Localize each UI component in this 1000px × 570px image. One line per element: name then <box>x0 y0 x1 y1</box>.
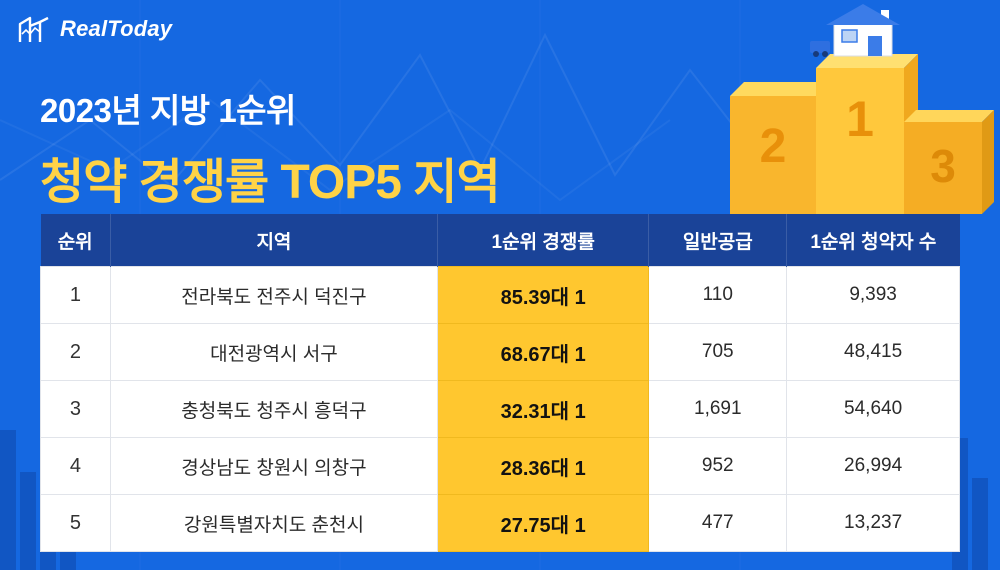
brand-logo-text: RealToday <box>60 16 173 41</box>
top5-table: 순위 지역 1순위 경쟁률 일반공급 1순위 청약자 수 1 전라북도 전주시 … <box>40 214 960 552</box>
applicants-cell: 13,237 <box>786 494 960 552</box>
header-applicants: 1순위 청약자 수 <box>786 214 960 267</box>
title-line-2: 청약 경쟁률 TOP5 지역 <box>40 156 501 209</box>
supply-cell: 952 <box>648 437 788 495</box>
table-row: 1 전라북도 전주시 덕진구 85.39대 1 110 9,393 <box>40 266 960 324</box>
podium-block-1: 1 <box>816 54 918 214</box>
region-cell: 전라북도 전주시 덕진구 <box>109 266 439 324</box>
supply-cell: 110 <box>648 266 788 324</box>
region-cell: 충청북도 청주시 흥덕구 <box>109 380 439 438</box>
podium-block-3: 3 <box>904 110 994 214</box>
applicants-cell: 48,415 <box>786 323 960 381</box>
table-row: 5 강원특별자치도 춘천시 27.75대 1 477 13,237 <box>40 494 960 552</box>
brand-logo: RealToday <box>18 14 172 44</box>
title-block: 2023년 지방 1순위 청약 경쟁률 TOP5 지역 <box>40 84 501 212</box>
table-row: 3 충청북도 청주시 흥덕구 32.31대 1 1,691 54,640 <box>40 380 960 438</box>
supply-cell: 1,691 <box>648 380 788 438</box>
podium-rank-2-label: 2 <box>760 120 787 173</box>
podium-rank-3-label: 3 <box>930 140 956 192</box>
applicants-cell: 9,393 <box>786 266 960 324</box>
realtoday-logo-icon <box>18 16 49 42</box>
table-row: 4 경상남도 창원시 의창구 28.36대 1 952 26,994 <box>40 437 960 495</box>
rank-cell: 4 <box>40 437 111 495</box>
rank-cell: 5 <box>40 494 111 552</box>
podium-illustration: 2 1 3 <box>730 4 994 214</box>
rate-cell: 32.31대 1 <box>436 380 650 438</box>
region-cell: 경상남도 창원시 의창구 <box>109 437 439 495</box>
podium-rank-1-label: 1 <box>846 91 874 147</box>
header-rate: 1순위 경쟁률 <box>437 214 650 267</box>
rank-cell: 3 <box>40 380 111 438</box>
rank-cell: 2 <box>40 323 111 381</box>
region-cell: 강원특별자치도 춘천시 <box>109 494 439 552</box>
header-region: 지역 <box>110 214 439 267</box>
header-rank: 순위 <box>40 214 111 267</box>
header-supply: 일반공급 <box>648 214 788 267</box>
applicants-cell: 54,640 <box>786 380 960 438</box>
top5-table-container: 순위 지역 1순위 경쟁률 일반공급 1순위 청약자 수 1 전라북도 전주시 … <box>40 214 960 552</box>
rate-cell: 27.75대 1 <box>436 494 650 552</box>
rank-cell: 1 <box>40 266 111 324</box>
applicants-cell: 26,994 <box>786 437 960 495</box>
title-line-1: 2023년 지방 1순위 <box>40 92 296 129</box>
table-header-row: 순위 지역 1순위 경쟁률 일반공급 1순위 청약자 수 <box>40 214 960 267</box>
table-row: 2 대전광역시 서구 68.67대 1 705 48,415 <box>40 323 960 381</box>
rate-cell: 28.36대 1 <box>436 437 650 495</box>
rate-cell: 85.39대 1 <box>436 266 650 324</box>
rate-cell: 68.67대 1 <box>436 323 650 381</box>
house-illustration <box>810 4 900 57</box>
podium-block-2: 2 <box>730 82 830 214</box>
region-cell: 대전광역시 서구 <box>109 323 439 381</box>
supply-cell: 705 <box>648 323 788 381</box>
supply-cell: 477 <box>648 494 788 552</box>
